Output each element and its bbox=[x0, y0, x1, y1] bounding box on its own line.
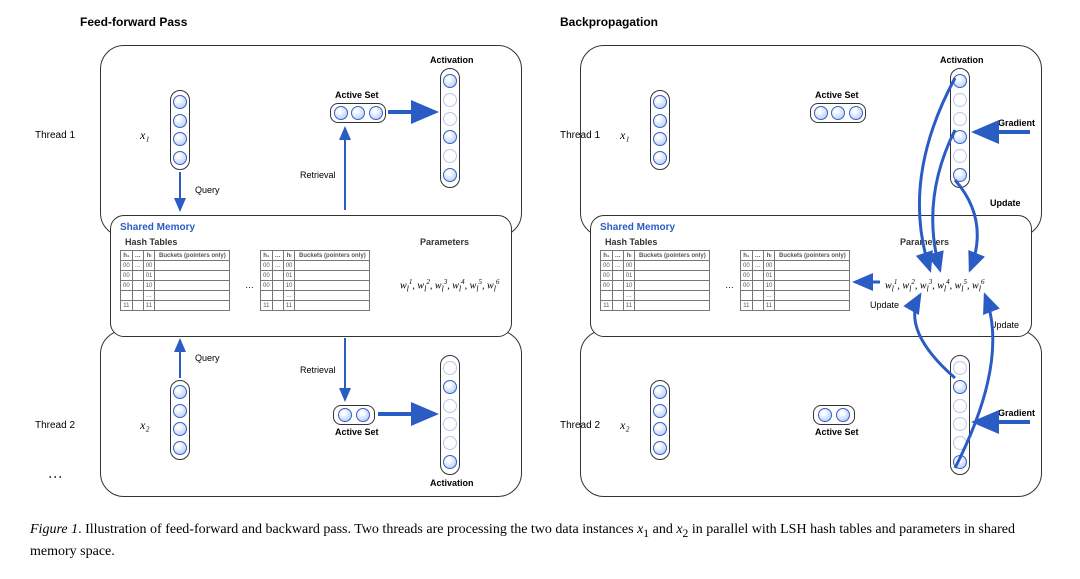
figure-caption: Figure 1. Illustration of feed-forward a… bbox=[30, 520, 1050, 562]
right-arrows bbox=[0, 0, 1080, 520]
figure: Feed-forward Pass Thread 1 x₁ Active Set… bbox=[0, 0, 1080, 579]
